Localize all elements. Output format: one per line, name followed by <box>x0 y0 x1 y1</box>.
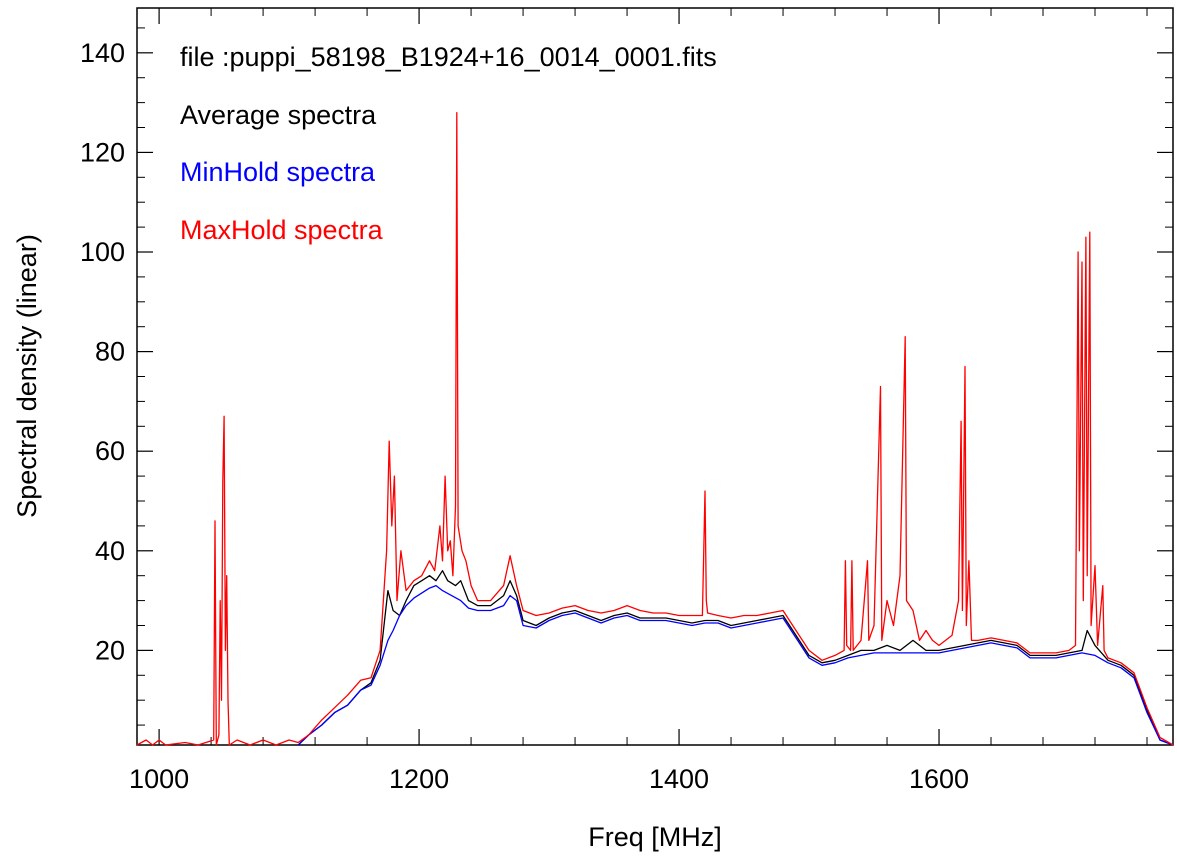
legend-entry: MinHold spectra <box>180 157 376 187</box>
y-tick-label: 120 <box>80 137 125 167</box>
y-tick-label: 20 <box>95 635 125 665</box>
series-line-average-spectra <box>297 570 1174 746</box>
legend-entry: MaxHold spectra <box>180 215 384 245</box>
x-tick-label: 1000 <box>129 764 189 794</box>
series-line-maxhold-spectra <box>136 111 1174 746</box>
y-tick-label: 100 <box>80 237 125 267</box>
x-tick-label: 1600 <box>909 764 969 794</box>
series-line-minhold-spectra <box>297 584 1174 746</box>
y-tick-label: 140 <box>80 38 125 68</box>
legend-entry: file :puppi_58198_B1924+16_0014_0001.fit… <box>180 42 717 72</box>
axis-ticks <box>137 8 1173 745</box>
series-layer <box>136 111 1174 746</box>
legend: file :puppi_58198_B1924+16_0014_0001.fit… <box>180 42 717 245</box>
y-tick-label: 80 <box>95 337 125 367</box>
legend-entry: Average spectra <box>180 100 377 130</box>
y-axis-title: Spectral density (linear) <box>12 234 42 518</box>
x-axis-title: Freq [MHz] <box>588 822 722 852</box>
x-tick-label: 1400 <box>649 764 709 794</box>
y-tick-label: 60 <box>95 436 125 466</box>
y-tick-label: 40 <box>95 536 125 566</box>
x-tick-label: 1200 <box>389 764 449 794</box>
axis-tick-labels: 1000 1200 1400 1600 20 40 60 80 100 120 140 <box>80 38 969 794</box>
